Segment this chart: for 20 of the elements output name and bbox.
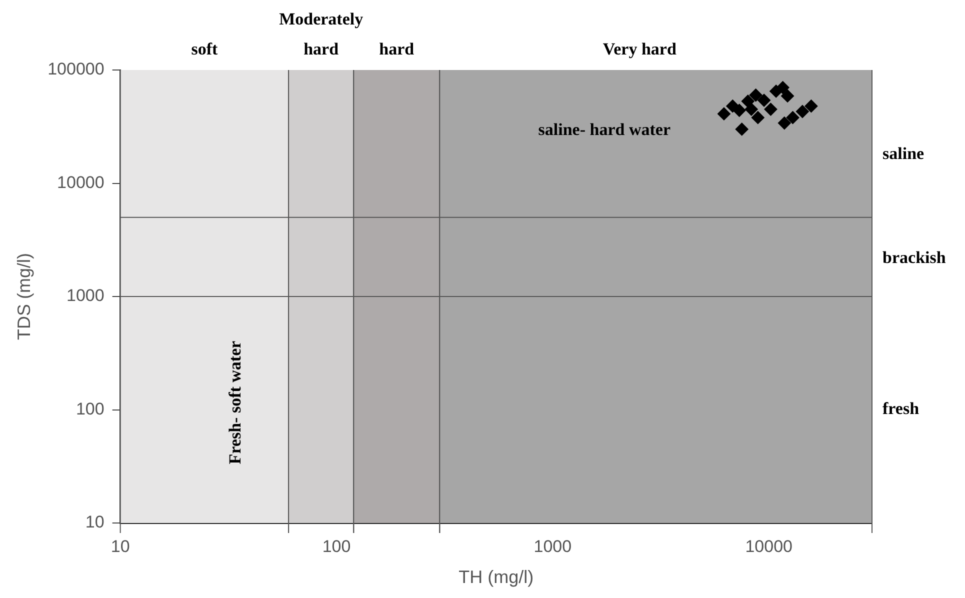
x-axis-title: TH (mg/l) [458,567,534,588]
band-label: Very hard [602,39,677,58]
y-tick-label: 100 [76,399,104,418]
y-tick-label: 100000 [48,60,104,79]
y-tick-label: 10 [85,512,104,532]
x-tick-label: 10000 [745,536,792,556]
x-tick-label: 100 [322,536,351,556]
y-axis-title: TDS (mg/l) [14,253,34,340]
x-tick-label: 10 [110,536,130,556]
band-label: Moderately hard [279,9,364,58]
y-tick-label: 1000 [66,286,104,306]
text: brackish [882,248,946,267]
annotation: Fresh- soft water [225,340,244,464]
x-tick-label: 1000 [534,536,572,556]
text: fresh [882,399,920,418]
band-label: hard [379,39,415,58]
y-tick-label: 10000 [57,172,104,192]
band-label: soft [191,39,218,58]
annotation: saline- hard water [538,120,671,140]
text: saline [882,144,925,164]
